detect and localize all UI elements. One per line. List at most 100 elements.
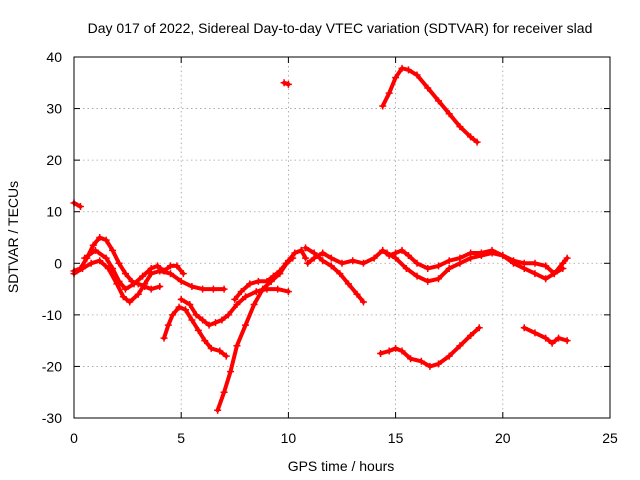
y-tick-label: 0 (54, 255, 62, 271)
data-point (156, 282, 164, 290)
data-point (109, 264, 117, 272)
data-point (274, 285, 282, 293)
data-point (398, 347, 406, 355)
series-s9 (280, 79, 292, 88)
series-line (305, 248, 565, 276)
data-point (237, 288, 245, 296)
data-point (542, 334, 550, 342)
data-point (434, 360, 442, 368)
series-s13 (379, 64, 481, 146)
data-point (542, 262, 550, 270)
data-point (199, 285, 207, 293)
data-point (181, 306, 189, 314)
series-s1 (70, 199, 84, 211)
data-point (488, 249, 496, 257)
data-point (242, 321, 250, 329)
data-point (413, 71, 421, 79)
data-point (126, 298, 134, 306)
data-point (417, 357, 425, 365)
data-point (109, 246, 117, 254)
data-point (227, 368, 235, 376)
data-point (302, 254, 310, 262)
data-point (205, 321, 213, 329)
data-point (475, 324, 483, 332)
data-point (96, 257, 104, 265)
data-point (220, 285, 228, 293)
data-point (499, 252, 507, 260)
data-point (216, 347, 224, 355)
data-point (289, 254, 297, 262)
data-point (383, 249, 391, 257)
data-point (379, 246, 387, 254)
data-point (445, 352, 453, 360)
data-point (402, 264, 410, 272)
series-s5 (160, 303, 230, 360)
data-point (404, 66, 412, 74)
data-point (392, 344, 400, 352)
y-tick-label: -20 (42, 358, 62, 374)
series-line (232, 256, 295, 302)
data-point (424, 277, 432, 285)
data-point (87, 259, 95, 267)
data-point (188, 316, 196, 324)
data-point (398, 246, 406, 254)
data-point (353, 290, 361, 298)
data-point (445, 110, 453, 118)
data-point (188, 282, 196, 290)
data-point (467, 331, 475, 339)
data-point (242, 293, 250, 301)
data-point (377, 350, 385, 358)
data-point (473, 138, 481, 146)
data-point (304, 259, 312, 267)
data-point (319, 249, 327, 257)
data-point (467, 133, 475, 141)
data-point (319, 257, 327, 265)
x-tick-label: 15 (388, 430, 404, 446)
data-point (160, 267, 168, 275)
data-point (327, 254, 335, 262)
data-point (477, 252, 485, 260)
data-point (359, 259, 367, 267)
data-point (250, 301, 258, 309)
chart-title: Day 017 of 2022, Sidereal Day-to-day VTE… (88, 20, 593, 36)
data-point (115, 259, 123, 267)
data-point (259, 285, 267, 293)
data-point (456, 259, 464, 267)
data-point (327, 262, 335, 270)
data-point (141, 280, 149, 288)
data-point (192, 311, 200, 319)
data-point (102, 254, 110, 262)
data-point (392, 74, 400, 82)
y-tick-label: 20 (46, 152, 62, 168)
data-point (231, 295, 239, 303)
data-point (177, 295, 185, 303)
data-point (186, 301, 194, 309)
data-point (91, 246, 99, 254)
data-point (134, 290, 142, 298)
data-point (121, 285, 129, 293)
data-point (434, 97, 442, 105)
data-point (413, 259, 421, 267)
series-line (380, 66, 480, 145)
data-point (548, 339, 556, 347)
series-s14 (377, 324, 483, 370)
x-tick-label: 10 (281, 430, 297, 446)
data-point (263, 277, 271, 285)
data-point (291, 249, 299, 257)
data-point (119, 293, 127, 301)
data-point (424, 84, 432, 92)
data-point (102, 236, 110, 244)
data-point (297, 246, 305, 254)
data-point (269, 272, 277, 280)
data-point (233, 342, 241, 350)
data-point (520, 324, 528, 332)
data-point (154, 262, 162, 270)
data-point (224, 311, 232, 319)
data-point (467, 254, 475, 262)
data-point (344, 280, 352, 288)
data-point (531, 329, 539, 337)
x-tick-label: 0 (70, 430, 78, 446)
data-point (404, 252, 412, 260)
data-point (246, 280, 254, 288)
